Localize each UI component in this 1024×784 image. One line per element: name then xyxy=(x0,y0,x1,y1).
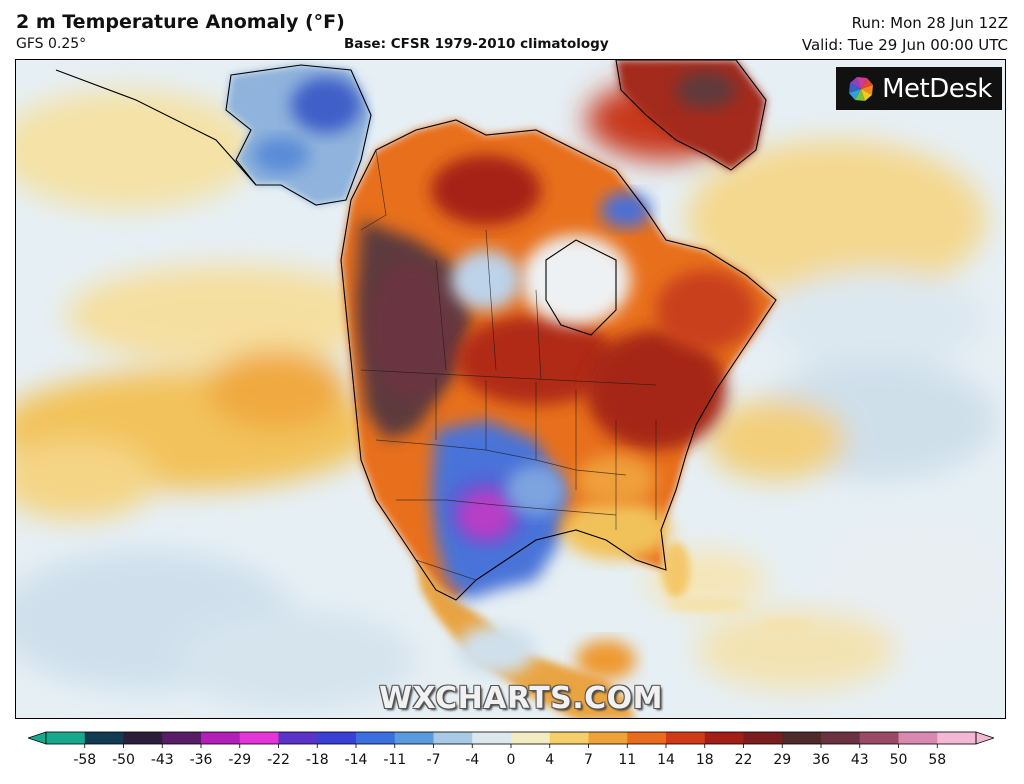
colorbar-segment xyxy=(317,732,357,744)
metdesk-logo-text: MetDesk xyxy=(882,73,992,104)
colorbar-tick-label: -43 xyxy=(151,752,174,768)
colorbar-legend: -58 -50 -43 -36 -29 -22 -18 -14 -11 -7 -4 0 4 7 11 14 18… xyxy=(28,728,994,780)
colorbar-tick-label: -29 xyxy=(228,752,251,768)
colorbar-segment xyxy=(511,732,551,744)
colorbar-segment xyxy=(46,732,86,744)
colorbar-segment xyxy=(394,732,434,744)
chart-title: 2 m Temperature Anomaly (°F) xyxy=(16,11,345,33)
climatology-base-label: Base: CFSR 1979-2010 climatology xyxy=(344,36,609,52)
colorbar-tick-label: 29 xyxy=(773,752,791,768)
colorbar-tick-label: -22 xyxy=(267,752,290,768)
land-anomaly-field xyxy=(226,60,811,718)
valid-time-label: Valid: Tue 29 Jun 00:00 UTC xyxy=(801,36,1008,54)
colorbar-tick-label: 7 xyxy=(584,752,593,768)
colorbar-tick-label: -36 xyxy=(190,752,213,768)
colorbar-tick-label: -58 xyxy=(73,752,96,768)
colorbar-tick-label: -18 xyxy=(306,752,329,768)
model-label: GFS 0.25° xyxy=(16,36,87,52)
coastlines xyxy=(55,60,777,601)
colorbar-tick-label: -50 xyxy=(112,752,135,768)
map-canvas xyxy=(16,60,1005,718)
colorbar-segment xyxy=(588,732,628,744)
colorbar-tick-label: -4 xyxy=(465,752,479,768)
political-boundaries xyxy=(360,149,657,581)
colorbar-segment xyxy=(278,732,318,744)
colorbar-segment xyxy=(162,732,202,744)
colorbar-svg: -58 -50 -43 -36 -29 -22 -18 -14 -11 -7 -4 0 4 7 11 14 18… xyxy=(28,731,994,768)
colorbar-segment xyxy=(123,732,163,744)
colorbar-tick-label: -7 xyxy=(427,752,441,768)
colorbar-tick-label: -11 xyxy=(383,752,406,768)
colorbar-segment xyxy=(549,732,589,744)
colorbar-segment xyxy=(898,732,938,744)
colorbar-segment xyxy=(937,732,977,744)
metdesk-logo: MetDesk xyxy=(836,67,1002,110)
colorbar-segment xyxy=(743,732,783,744)
colorbar-tick-label: 14 xyxy=(657,752,675,768)
metdesk-pinwheel-icon xyxy=(849,76,874,101)
colorbar-arrow-high xyxy=(975,731,994,745)
colorbar-tick-label: -14 xyxy=(345,752,368,768)
colorbar-segment xyxy=(472,732,512,744)
colorbar-segment xyxy=(433,732,473,744)
wxcharts-watermark: WXCHARTS.COM xyxy=(378,681,664,716)
colorbar-segment xyxy=(627,732,667,744)
colorbar-segment xyxy=(356,732,396,744)
run-time-label: Run: Mon 28 Jun 12Z xyxy=(851,14,1008,32)
colorbar-segment xyxy=(239,732,279,744)
colorbar-segment xyxy=(821,732,861,744)
colorbar-tick-label: 22 xyxy=(735,752,753,768)
colorbar-arrow-low xyxy=(28,731,47,745)
colorbar-tick-label: 50 xyxy=(890,752,908,768)
colorbar-tick-label: 36 xyxy=(812,752,830,768)
ocean-anomaly-field xyxy=(16,80,1005,710)
colorbar-segment xyxy=(666,732,706,744)
colorbar-segment xyxy=(782,732,822,744)
colorbar-segment xyxy=(859,732,899,744)
colorbar-segment xyxy=(84,732,124,744)
colorbar-tick-label: 43 xyxy=(851,752,869,768)
colorbar-tick-label: 0 xyxy=(507,752,516,768)
colorbar-tick-label: 4 xyxy=(545,752,554,768)
colorbar-segment xyxy=(201,732,241,744)
anomaly-map[interactable]: MetDesk WXCHARTS.COM xyxy=(15,59,1006,719)
colorbar-segment xyxy=(704,732,744,744)
colorbar-tick-label: 11 xyxy=(618,752,636,768)
colorbar-tick-label: 18 xyxy=(696,752,714,768)
chart-header: 2 m Temperature Anomaly (°F) GFS 0.25° B… xyxy=(0,0,1024,58)
colorbar-tick-label: 58 xyxy=(928,752,946,768)
